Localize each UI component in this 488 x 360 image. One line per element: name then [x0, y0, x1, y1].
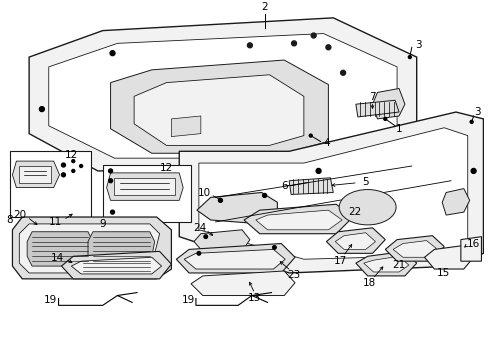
Circle shape — [315, 168, 321, 174]
Circle shape — [197, 252, 200, 255]
Polygon shape — [197, 193, 277, 224]
Circle shape — [310, 33, 315, 38]
Polygon shape — [363, 256, 408, 272]
Polygon shape — [441, 189, 469, 215]
Circle shape — [407, 56, 410, 59]
Text: 19: 19 — [44, 296, 57, 305]
Text: 24: 24 — [193, 223, 206, 233]
Circle shape — [108, 179, 112, 183]
Circle shape — [61, 173, 65, 177]
Polygon shape — [184, 249, 285, 269]
Circle shape — [72, 170, 75, 172]
Text: 10: 10 — [198, 189, 211, 198]
Polygon shape — [106, 173, 183, 201]
Polygon shape — [71, 257, 161, 274]
Ellipse shape — [339, 190, 395, 225]
Text: 19: 19 — [181, 296, 194, 305]
Circle shape — [469, 120, 472, 123]
Circle shape — [72, 159, 75, 163]
Text: 13: 13 — [248, 293, 261, 303]
Circle shape — [247, 43, 252, 48]
Polygon shape — [385, 236, 443, 261]
Text: 15: 15 — [436, 268, 449, 278]
Polygon shape — [326, 228, 385, 253]
Text: 22: 22 — [347, 207, 361, 217]
Text: 7: 7 — [368, 92, 375, 102]
Circle shape — [291, 41, 296, 46]
Text: 1: 1 — [395, 124, 402, 134]
Polygon shape — [460, 237, 481, 261]
Text: 20: 20 — [13, 210, 26, 220]
Circle shape — [218, 198, 222, 202]
Text: 2: 2 — [261, 2, 267, 12]
Polygon shape — [110, 60, 328, 153]
Polygon shape — [355, 251, 416, 276]
Polygon shape — [19, 224, 159, 273]
Circle shape — [272, 246, 276, 249]
Polygon shape — [355, 100, 398, 117]
Polygon shape — [372, 89, 404, 119]
Text: 8: 8 — [6, 215, 13, 225]
Polygon shape — [12, 161, 60, 188]
Polygon shape — [392, 240, 435, 257]
Polygon shape — [134, 75, 303, 145]
Circle shape — [262, 193, 266, 197]
Text: 5: 5 — [362, 177, 368, 187]
Polygon shape — [335, 233, 375, 249]
Text: 9: 9 — [99, 219, 106, 229]
Polygon shape — [27, 232, 93, 266]
Text: 17: 17 — [333, 256, 346, 266]
Circle shape — [470, 168, 475, 174]
Text: 14: 14 — [51, 253, 64, 263]
Polygon shape — [179, 112, 483, 273]
Text: 3: 3 — [473, 107, 480, 117]
Text: 16: 16 — [466, 239, 479, 248]
Polygon shape — [12, 217, 171, 279]
Polygon shape — [19, 166, 51, 183]
Polygon shape — [199, 128, 467, 259]
Polygon shape — [114, 178, 175, 195]
Circle shape — [61, 163, 65, 167]
Polygon shape — [171, 116, 201, 136]
Circle shape — [108, 169, 112, 173]
Polygon shape — [244, 204, 352, 234]
Circle shape — [325, 45, 330, 50]
Circle shape — [308, 134, 311, 137]
Circle shape — [40, 107, 44, 112]
Polygon shape — [29, 18, 416, 171]
Polygon shape — [176, 243, 294, 273]
Text: 11: 11 — [49, 217, 62, 227]
Text: 4: 4 — [323, 139, 329, 148]
Text: 18: 18 — [362, 278, 375, 288]
Text: 12: 12 — [64, 150, 78, 160]
Circle shape — [110, 51, 115, 56]
Polygon shape — [88, 232, 154, 266]
Circle shape — [110, 210, 114, 214]
Polygon shape — [288, 178, 333, 194]
Text: 12: 12 — [160, 163, 173, 173]
Text: —: — — [285, 181, 293, 190]
Polygon shape — [61, 251, 171, 279]
Polygon shape — [191, 271, 294, 296]
Circle shape — [80, 165, 82, 167]
Circle shape — [203, 235, 207, 238]
Text: 21: 21 — [391, 260, 405, 270]
Circle shape — [383, 117, 386, 120]
Polygon shape — [9, 151, 91, 217]
Polygon shape — [49, 33, 396, 158]
Polygon shape — [194, 230, 249, 251]
Polygon shape — [255, 210, 342, 230]
Polygon shape — [102, 165, 191, 222]
Text: 3: 3 — [414, 40, 421, 50]
Text: 6: 6 — [280, 181, 287, 191]
Circle shape — [340, 70, 345, 75]
Text: 23: 23 — [287, 270, 300, 280]
Polygon shape — [424, 246, 473, 269]
